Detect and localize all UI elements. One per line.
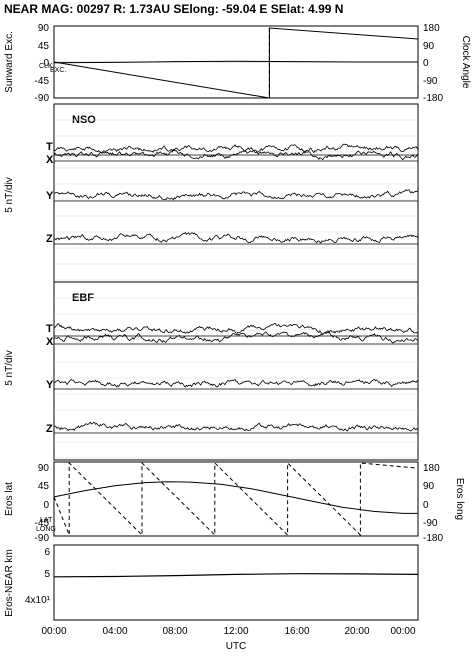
ytick-left-2: 0: [43, 58, 49, 69]
xtick-4: 16:00: [284, 626, 309, 637]
ytick-left-0: 90: [38, 23, 50, 34]
long-inline-label: LONG: [36, 526, 56, 533]
trace-1: [53, 330, 419, 344]
clk-inline-label: CLK: [39, 63, 53, 70]
sunward-exc-axis-label: Sunward Exc.: [4, 31, 15, 93]
ytick-right-0: 180: [423, 463, 440, 474]
ytick-left-1: 45: [38, 41, 50, 52]
xtick-0: 00:00: [41, 626, 66, 637]
ebf-panel: EBF 5 nT/div T X Y Z: [4, 281, 419, 461]
trace-1: [53, 149, 419, 161]
xtick-6: 00:00: [390, 626, 415, 637]
trace-label-y: Y: [46, 190, 54, 202]
trace-label-x: X: [46, 154, 54, 166]
lat-inline-label: LAT: [40, 517, 53, 524]
ytick-0: 6: [44, 547, 50, 558]
clock-angle-panel: Sunward Exc. Clock Angle 90 45 0 -45 -90…: [4, 23, 471, 104]
trace-label-t: T: [46, 141, 53, 153]
range-panel: Eros-NEAR km 6 5 4x10¹: [4, 544, 419, 621]
series-line-1: [53, 60, 418, 64]
ytick-right-3: -90: [423, 76, 438, 87]
panel-frame: [53, 461, 419, 537]
ytick-left-3: -45: [35, 518, 50, 529]
nso-panel: NSO 5 nT/div T X Y Z: [4, 103, 419, 283]
ytick-left-2: 0: [43, 500, 49, 511]
ytick-left-4: -90: [35, 533, 50, 544]
trace-label-z: Z: [46, 233, 53, 245]
ytick-left-3: -45: [35, 76, 50, 87]
trace-2: [53, 378, 419, 388]
ytick-left-0: 90: [38, 463, 50, 474]
x-axis: 00:00 04:00 08:00 12:00 16:00 20:00 00:0…: [41, 626, 415, 652]
exc-inline-label: EXC.: [50, 67, 66, 74]
ytick-right-0: 180: [423, 23, 440, 34]
trace-2: [53, 189, 419, 201]
xtick-5: 20:00: [344, 626, 369, 637]
range-line-0: [53, 573, 419, 578]
ytick-1: 5: [44, 569, 50, 580]
ytick-right-3: -90: [423, 518, 438, 529]
ytick-right-1: 90: [423, 481, 435, 492]
xtick-3: 12:00: [223, 626, 248, 637]
series-line-0: [53, 27, 419, 99]
ytick-right-2: 0: [423, 58, 429, 69]
eros-lat-axis-label: Eros lat: [4, 482, 15, 516]
ytick-left-1: 45: [38, 481, 50, 492]
ytick-right-2: 0: [423, 500, 429, 511]
ytick-right-1: 90: [423, 41, 435, 52]
panel-frame: [53, 281, 419, 461]
ytick-left-4: -90: [35, 93, 50, 104]
ytick-right-4: -180: [423, 533, 443, 544]
series-line-lat: [53, 481, 418, 514]
ytick-right-4: -180: [423, 93, 443, 104]
ytick-2: 4x10¹: [25, 595, 51, 606]
figure-title: NEAR MAG: 00297 R: 1.73AU SElong: -59.04…: [4, 2, 343, 16]
series-line-long: [53, 461, 419, 537]
trace-3: [53, 421, 419, 432]
trace-label-x: X: [46, 336, 54, 348]
trace-0: [53, 322, 419, 335]
nso-axis-label: 5 nT/div: [4, 177, 15, 213]
xtick-2: 08:00: [162, 626, 187, 637]
trace-0: [53, 143, 419, 154]
xtick-1: 04:00: [102, 626, 127, 637]
trace-label-t: T: [46, 323, 53, 335]
eros-long-axis-label: Eros long: [454, 478, 465, 520]
eros-position-panel: Eros lat Eros long 90 45 0 -45 -90 180 9…: [4, 461, 465, 544]
range-axis-label: Eros-NEAR km: [4, 549, 15, 617]
panel-frame: [53, 544, 419, 621]
trace-label-z: Z: [46, 423, 53, 435]
x-axis-label: UTC: [226, 641, 247, 652]
trace-3: [53, 231, 419, 244]
clock-angle-axis-label: Clock Angle: [460, 36, 471, 89]
trace-label-y: Y: [46, 379, 54, 391]
ebf-axis-label: 5 nT/div: [4, 350, 15, 386]
